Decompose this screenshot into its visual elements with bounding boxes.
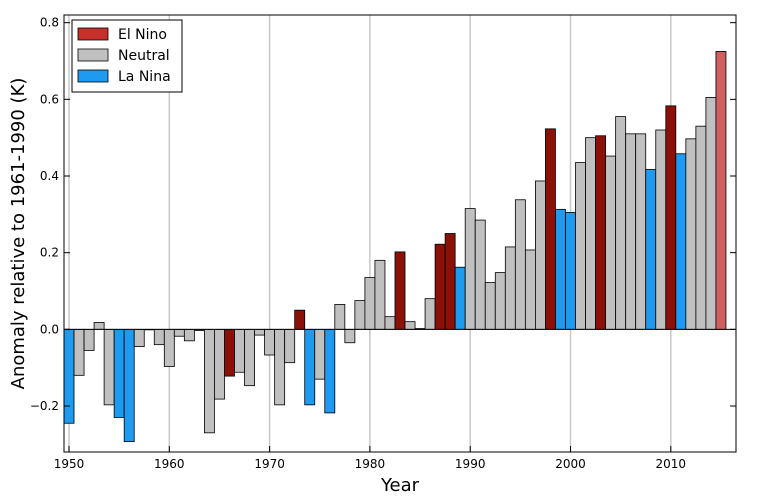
bar-1977 [334, 304, 346, 330]
bar-1974 [304, 328, 316, 406]
bar-1997 [535, 180, 546, 330]
legend-swatch-el_nino [77, 27, 109, 41]
bar-2015 [715, 51, 727, 330]
y-tick-label-1: 0.0 [40, 322, 59, 336]
y-tick-label-4: 0.6 [40, 92, 59, 106]
bar-1987 [434, 243, 446, 330]
bar-1996 [524, 249, 536, 330]
bar-1962 [183, 328, 195, 342]
bar-1960 [163, 328, 175, 367]
bar-1968 [244, 328, 255, 387]
bar-1953 [93, 322, 105, 330]
bar-1964 [204, 328, 215, 434]
legend-swatch-la_nina [77, 69, 109, 83]
bar-2009 [655, 129, 667, 330]
bar-1993 [494, 272, 506, 330]
x-tick-label-2010: 2010 [656, 457, 687, 471]
bar-2014 [705, 97, 717, 330]
bar-1982 [384, 316, 396, 330]
bar-1966 [224, 328, 235, 377]
bar-2007 [635, 133, 647, 330]
legend-swatch-neutral [77, 48, 109, 62]
bar-2005 [615, 116, 627, 330]
bar-2013 [695, 125, 707, 330]
bar-1983 [394, 251, 406, 330]
y-tick-label-5: 0.8 [40, 16, 59, 30]
x-tick-label-1980: 1980 [355, 457, 386, 471]
bar-2012 [685, 138, 697, 330]
y-tick-label-0: −0.2 [30, 399, 59, 413]
legend-label-la_nina: La Nina [118, 69, 171, 85]
bar-1967 [234, 328, 245, 373]
legend-label-neutral: Neutral [118, 48, 170, 64]
bar-1980 [364, 277, 376, 330]
bar-1961 [173, 328, 185, 337]
bar-1973 [294, 309, 306, 330]
bar-1970 [264, 328, 276, 356]
x-axis-ticks: 1950 1960 1970 1980 1990 2000 2010 [54, 446, 686, 471]
x-axis-label: Year [380, 475, 420, 496]
bar-1988 [444, 233, 456, 330]
bar-1986 [424, 298, 436, 330]
y-tick-label-3: 0.4 [40, 169, 59, 183]
x-tick-label-1990: 1990 [455, 457, 486, 471]
bar-1972 [284, 328, 296, 364]
bar-2001 [575, 162, 586, 330]
bar-2011 [675, 153, 687, 330]
bar-1991 [474, 219, 486, 330]
bar-1952 [83, 328, 95, 351]
legend-label-el_nino: El Nino [118, 27, 167, 43]
bar-2004 [605, 155, 617, 330]
legend: El Nino Neutral La Nina [71, 19, 183, 93]
bar-1959 [153, 328, 165, 346]
y-tick-label-2: 0.2 [40, 246, 59, 260]
bar-1989 [454, 266, 466, 330]
bar-2002 [585, 137, 596, 330]
plot-frame [63, 14, 737, 453]
bar-series [63, 51, 727, 443]
bar-1969 [254, 328, 266, 336]
bar-1999 [555, 208, 566, 330]
bar-1965 [214, 328, 225, 400]
bar-1951 [73, 328, 85, 376]
bar-2000 [565, 212, 576, 330]
bar-2006 [625, 133, 637, 330]
bar-1990 [464, 208, 476, 330]
bar-1975 [314, 328, 326, 380]
x-tick-label-1970: 1970 [254, 457, 285, 471]
bar-1978 [344, 328, 356, 344]
bar-1998 [545, 128, 556, 330]
bar-2008 [645, 169, 657, 330]
bar-1957 [133, 328, 145, 347]
bar-1984 [404, 321, 416, 330]
bar-1956 [123, 328, 135, 443]
bar-1979 [354, 300, 366, 330]
x-tick-label-1960: 1960 [154, 457, 185, 471]
bar-1992 [484, 282, 496, 330]
bar-2003 [595, 135, 607, 330]
bar-1976 [324, 328, 336, 414]
bar-2010 [665, 105, 677, 330]
bar-1955 [113, 328, 125, 418]
bar-1994 [504, 246, 516, 330]
bar-1981 [374, 259, 386, 330]
bar-1995 [514, 199, 526, 330]
y-axis-ticks: −0.2 0.0 0.2 0.4 0.6 0.8 [30, 16, 736, 413]
bar-1954 [103, 328, 115, 406]
x-tick-label-1950: 1950 [54, 457, 85, 471]
y-axis-label: Anomaly relative to 1961-1990 (K) [8, 78, 29, 390]
bar-1971 [274, 328, 286, 406]
bar-1950 [63, 328, 75, 424]
x-tick-label-2000: 2000 [555, 457, 586, 471]
